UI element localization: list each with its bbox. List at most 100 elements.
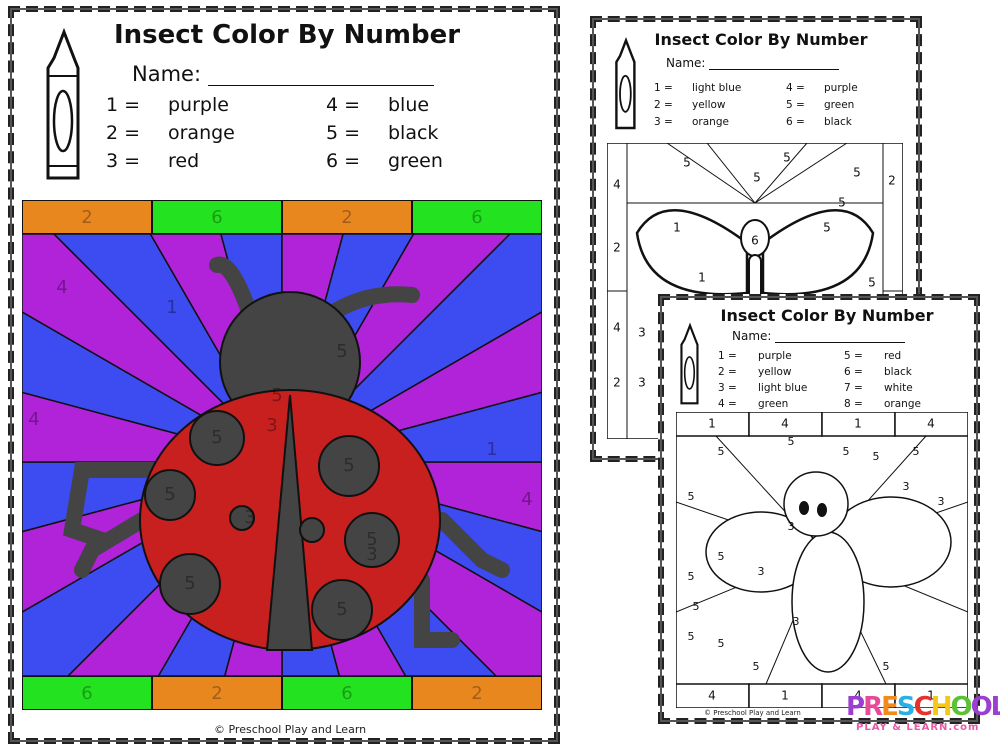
- region-number: 1: [708, 417, 716, 431]
- crayon-icon: [46, 28, 80, 180]
- legend-color: red: [884, 350, 902, 362]
- region-number: 2: [613, 241, 621, 255]
- copyright-footer: © Preschool Play and Learn: [704, 709, 801, 717]
- main-worksheet: Insect Color By Number Name: 1 = purple 2 …: [8, 6, 560, 744]
- region-line: [754, 143, 808, 204]
- legend-number: 7 =: [844, 382, 863, 394]
- region-number: 5: [336, 599, 347, 620]
- legend-color: red: [168, 150, 200, 172]
- region-number: 3: [788, 520, 795, 533]
- legend-number: 4 =: [326, 94, 361, 116]
- region-number: 5: [688, 490, 695, 503]
- name-field[interactable]: Name:: [732, 329, 906, 343]
- butterfly-wing: [761, 209, 875, 296]
- legend-number: 2 =: [106, 122, 141, 144]
- region-number: 4: [613, 321, 621, 335]
- region-number: 5: [693, 600, 700, 613]
- region-number: 3: [903, 480, 910, 493]
- region-number: 4: [28, 409, 39, 430]
- region-number: 3: [244, 507, 255, 528]
- color-strip-cell: [281, 675, 413, 710]
- ladybug-spot: [311, 579, 373, 641]
- region-number: 5: [913, 445, 920, 458]
- region-number: 4: [927, 417, 935, 431]
- legend-number: 3 =: [718, 382, 737, 394]
- region-number: 5: [843, 445, 850, 458]
- preschool-play-learn-logo: PRESCHOOL PLAY & LEARN.com: [846, 692, 1000, 748]
- region-number: 1: [673, 221, 681, 235]
- ladybug-leg: [434, 512, 510, 578]
- legend-color: green: [388, 150, 443, 172]
- region-number: 1: [698, 271, 706, 285]
- region-number: 5: [718, 550, 725, 563]
- region-number: 4: [854, 689, 862, 703]
- logo-letter: O: [950, 692, 972, 722]
- region-number: 5: [868, 276, 876, 290]
- region-number: 5: [788, 435, 795, 448]
- sheet-title: Insect Color By Number: [654, 30, 868, 49]
- legend-color: purple: [168, 94, 229, 116]
- legend-color: yellow: [758, 366, 792, 378]
- region-line: [754, 143, 848, 204]
- region-number: 5: [753, 171, 761, 185]
- region-number: 1: [854, 417, 862, 431]
- region-line: [706, 143, 756, 204]
- ladybug-leg: [414, 572, 460, 648]
- region-number: 5: [184, 573, 195, 594]
- name-field[interactable]: Name:: [666, 56, 840, 70]
- region-number: 2: [471, 683, 482, 704]
- legend-number: 4 =: [786, 82, 805, 94]
- name-label: Name:: [732, 329, 772, 343]
- region-number: 5: [271, 385, 282, 406]
- region-line: [666, 143, 756, 204]
- ladybug-spot: [229, 505, 255, 531]
- legend-color: black: [884, 366, 912, 378]
- region-number: 6: [341, 683, 352, 704]
- region-number: 5: [823, 221, 831, 235]
- region-number: 2: [888, 174, 896, 188]
- ladybug-spot: [344, 512, 400, 568]
- bee-body: [791, 531, 865, 673]
- name-field[interactable]: Name:: [132, 62, 434, 86]
- sheet-title: Insect Color By Number: [720, 306, 934, 325]
- legend-color: black: [388, 122, 439, 144]
- region-number: 1: [781, 689, 789, 703]
- legend-number: 6 =: [844, 366, 863, 378]
- bee-head: [783, 471, 849, 537]
- region-number: 6: [471, 207, 482, 228]
- ladybug-wing-split: [265, 394, 314, 651]
- strip-cell: [676, 683, 750, 708]
- legend-number: 2 =: [654, 99, 673, 111]
- region-number: 6: [211, 207, 222, 228]
- logo-letter: S: [896, 692, 916, 722]
- legend-color: blue: [388, 94, 430, 116]
- ladybug-leg: [74, 512, 150, 578]
- region-number: 3: [366, 544, 377, 565]
- region-number: 3: [758, 565, 765, 578]
- copyright-footer: © Preschool Play and Learn: [214, 723, 367, 736]
- region-number: 5: [873, 450, 880, 463]
- region-number: 5: [683, 156, 691, 170]
- region-number: 3: [793, 615, 800, 628]
- bee-picture: 1 4 1 4 4 1 4 1 5 5 5 5 5 5 3 3 3 5 3 5 5 3 5 5 5 5: [676, 412, 968, 708]
- legend-number: 6 =: [786, 116, 805, 128]
- region-number: 3: [938, 495, 945, 508]
- region-number: 1: [486, 439, 497, 460]
- region-number: 2: [341, 207, 352, 228]
- legend-color: orange: [884, 398, 921, 410]
- legend-color: purple: [824, 82, 858, 94]
- strip-cell: [894, 412, 968, 437]
- logo-letter: P: [846, 692, 865, 722]
- legend-color: purple: [758, 350, 792, 362]
- region-number: 5: [838, 196, 846, 210]
- legend-number: 2 =: [718, 366, 737, 378]
- region-number: 2: [613, 376, 621, 390]
- color-strip-cell: [411, 200, 542, 235]
- region-number: 1: [166, 297, 177, 318]
- crayon-icon: [680, 322, 699, 405]
- ladybug-spot: [318, 435, 380, 497]
- legend-number: 5 =: [326, 122, 361, 144]
- legend-color: white: [884, 382, 913, 394]
- legend-number: 5 =: [844, 350, 863, 362]
- strip-cell: [748, 412, 823, 437]
